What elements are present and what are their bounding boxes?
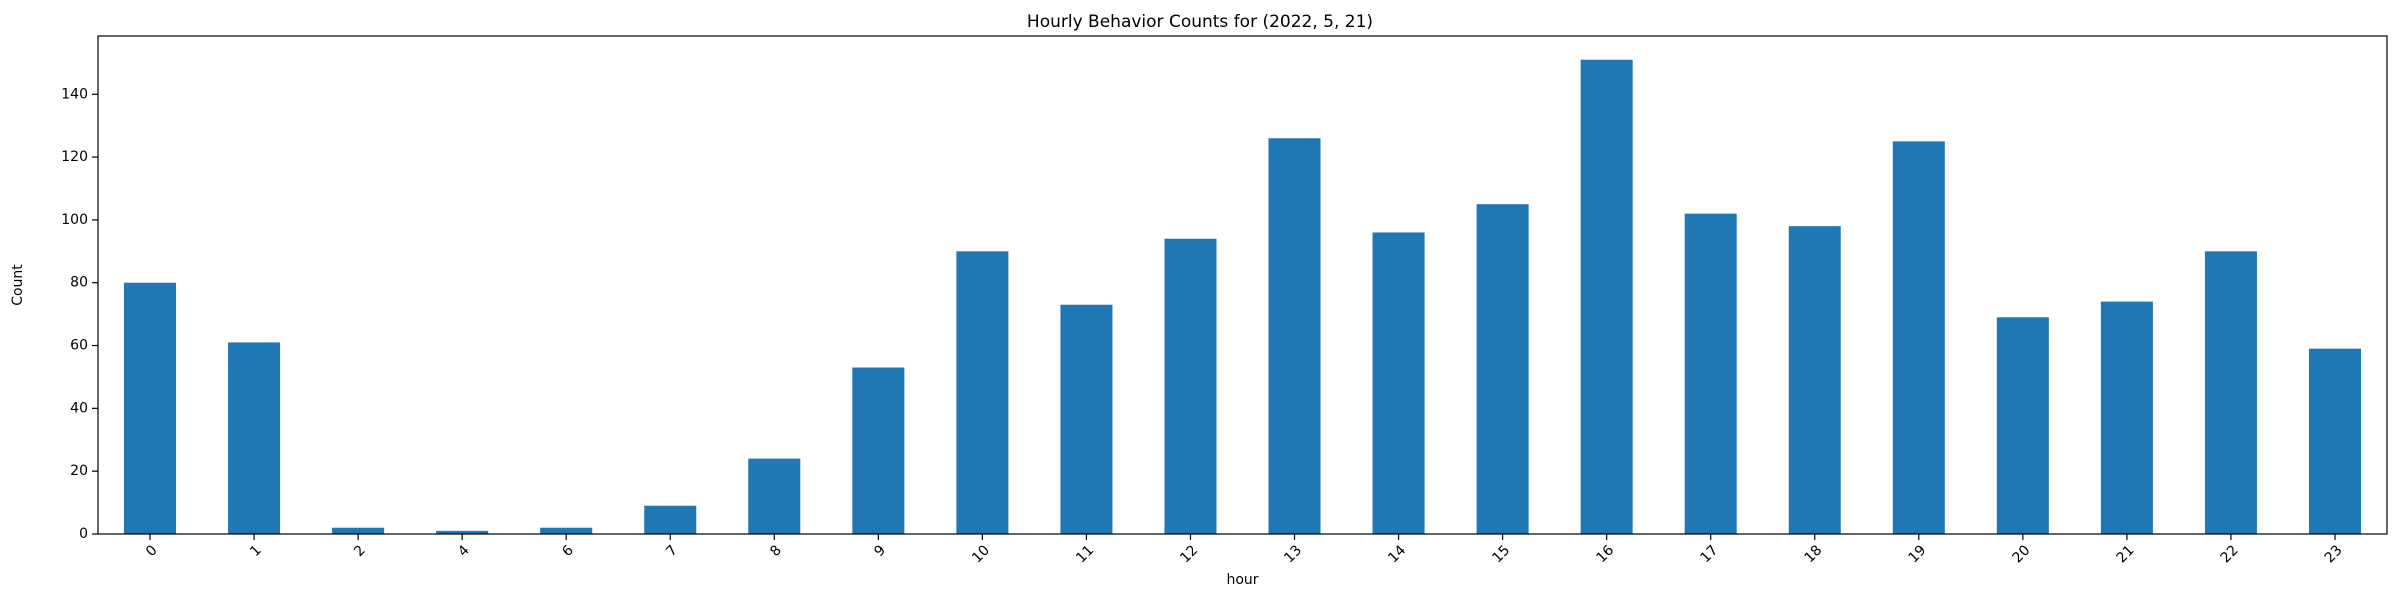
x-tick-label: 16	[1593, 542, 1617, 566]
x-tick-label: 9	[871, 542, 889, 560]
x-tick-label: 21	[2114, 542, 2138, 566]
bar-hour-17	[1684, 213, 1737, 534]
bar-hour-12	[1164, 238, 1217, 534]
bar-hour-10	[956, 251, 1009, 534]
y-tick-label: 20	[70, 463, 88, 479]
bar-hour-1	[228, 342, 281, 534]
y-tick-label: 100	[61, 212, 88, 228]
bar-hour-9	[852, 367, 905, 534]
x-tick-label: 17	[1697, 542, 1721, 566]
x-tick-label: 18	[1801, 542, 1825, 566]
bar-hour-21	[2100, 301, 2153, 534]
plot-area: 0 1 2 4 6 7 8 9 10 11 12 13 14 15 16 17 18 19 20 21 22 23 020…	[61, 35, 2388, 566]
y-axis: 0 20 40 60 80 100 120 140	[61, 86, 98, 542]
x-tick-label: 20	[2010, 542, 2034, 566]
x-tick-label: 10	[969, 542, 993, 566]
bar-hour-22	[2204, 251, 2257, 534]
bar-hour-7	[644, 505, 697, 534]
x-tick-label: 6	[559, 542, 577, 560]
bar-hour-6	[540, 527, 593, 534]
x-tick-label: 7	[663, 542, 681, 560]
x-tick-label: 13	[1281, 542, 1305, 566]
y-axis-title: Count	[10, 264, 26, 306]
y-tick-label: 140	[61, 86, 88, 102]
bar-hour-13	[1268, 138, 1321, 535]
x-axis: 0 1 2 4 6 7 8 9 10 11 12 13 14 15 16 17 18 19 20 21 22 23	[143, 534, 2346, 566]
bar-hour-18	[1788, 226, 1841, 534]
bar-hour-0	[124, 282, 177, 534]
x-tick-label: 2	[351, 542, 369, 560]
x-tick-label: 23	[2322, 542, 2346, 566]
y-tick-label: 0	[79, 526, 88, 542]
x-tick-label: 4	[455, 542, 473, 560]
x-tick-label: 14	[1385, 542, 1409, 566]
x-tick-label: 22	[2218, 542, 2242, 566]
y-tick-label: 80	[70, 275, 88, 291]
bar-hour-23	[2308, 348, 2361, 534]
y-tick-label: 120	[61, 149, 88, 165]
bar-hour-2	[332, 527, 385, 534]
x-axis-title: hour	[1226, 572, 1258, 588]
y-tick-label: 40	[70, 400, 88, 416]
x-tick-label: 19	[1906, 542, 1930, 566]
bars-group	[124, 59, 2361, 535]
y-tick-label: 60	[70, 338, 88, 354]
bar-hour-16	[1580, 59, 1633, 535]
bar-hour-8	[748, 458, 801, 534]
x-tick-label: 0	[143, 542, 161, 560]
bar-hour-15	[1476, 204, 1529, 534]
x-tick-label: 1	[247, 542, 265, 560]
bar-hour-20	[1996, 317, 2049, 534]
x-tick-label: 11	[1073, 542, 1097, 566]
bar-hour-19	[1892, 141, 1945, 534]
bar-hour-4	[436, 530, 489, 534]
x-tick-label: 15	[1489, 542, 1513, 566]
bar-hour-11	[1060, 304, 1113, 534]
bar-hour-14	[1372, 232, 1425, 534]
chart-title: Hourly Behavior Counts for (2022, 5, 21)	[1027, 12, 1373, 32]
plot-frame	[97, 35, 2388, 535]
x-tick-label: 8	[767, 542, 785, 560]
x-tick-label: 12	[1177, 542, 1201, 566]
